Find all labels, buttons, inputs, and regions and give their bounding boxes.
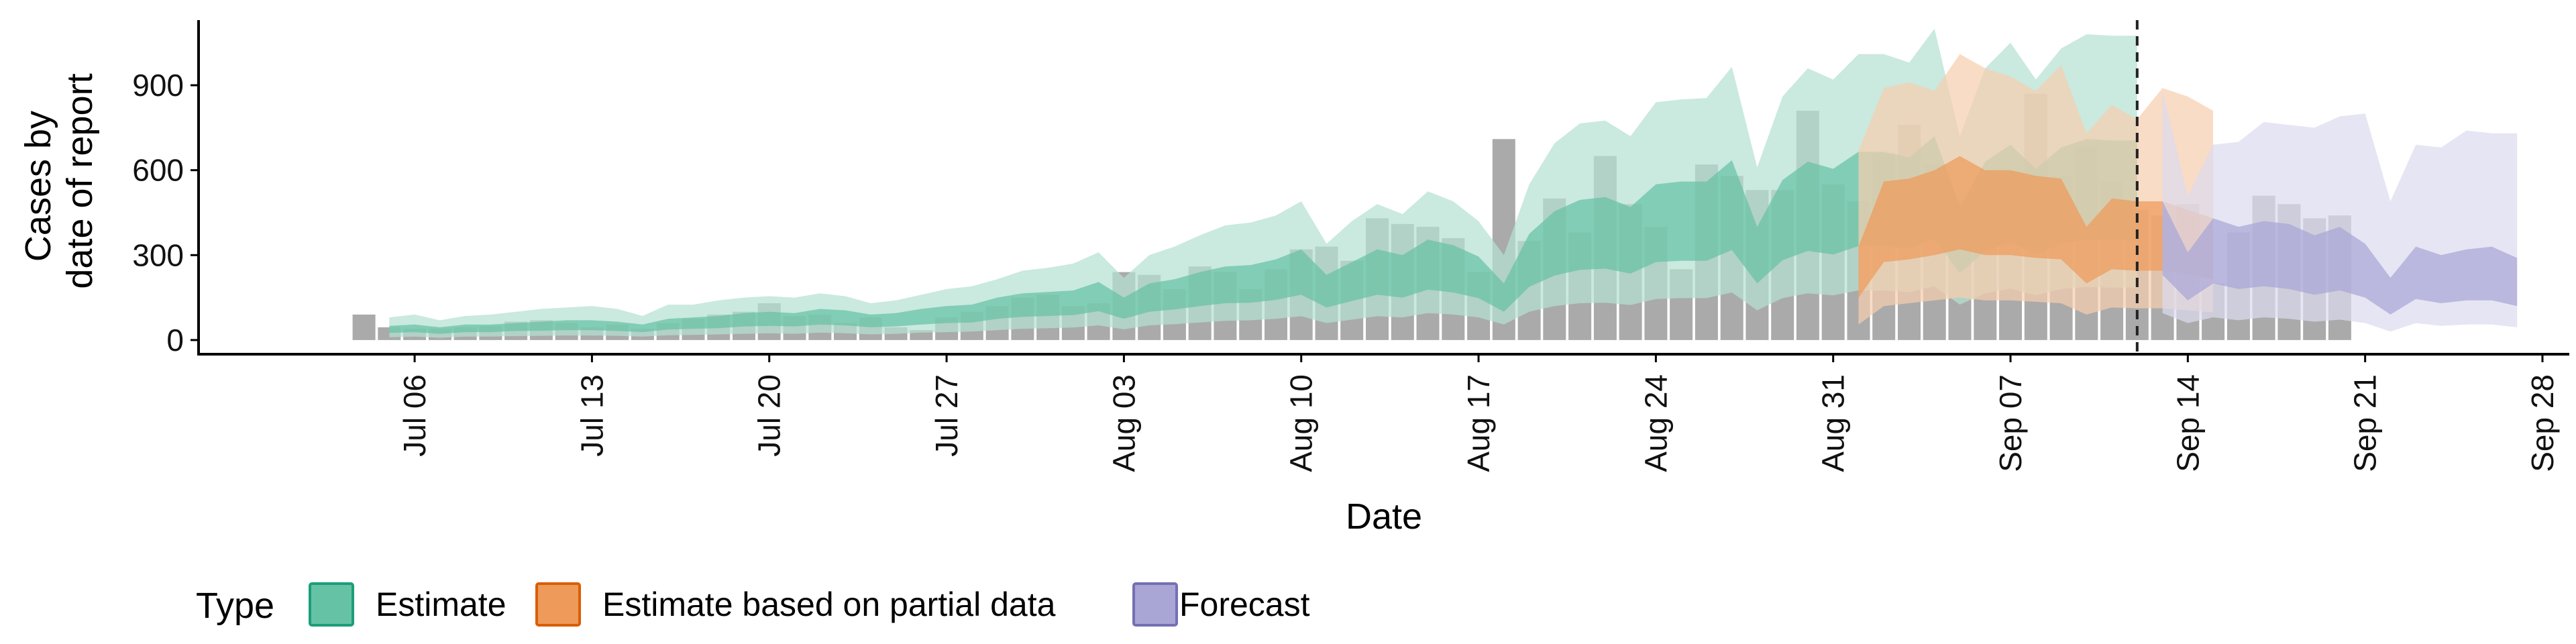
- x-tick-label: Aug 10: [1284, 374, 1319, 472]
- estimate-based-on-partial-data-inner-band: [1858, 156, 2214, 298]
- x-tick-label: Aug 31: [1816, 374, 1851, 472]
- x-tick-label: Jul 13: [574, 374, 609, 457]
- legend-key-forecast: [1134, 584, 1177, 625]
- x-tick-label: Jul 27: [929, 374, 964, 457]
- y-tick-label: 600: [132, 153, 184, 188]
- y-axis-title: Cases by date of report: [18, 73, 100, 288]
- legend-key-estimate-outline: [309, 582, 354, 627]
- y-tick-label: 0: [166, 323, 184, 358]
- y-tick-label: 300: [132, 237, 184, 272]
- y-axis-title-line-2: date of report: [60, 73, 100, 288]
- x-tick-label: Sep 14: [2170, 374, 2205, 472]
- legend-label-forecast: Forecast: [1179, 586, 1310, 623]
- legend-label-estimate: Estimate: [376, 586, 506, 623]
- legend-key-estimate: [310, 584, 353, 625]
- legend-key-forecast-outline: [1132, 582, 1178, 627]
- x-tick-label: Jul 20: [752, 374, 787, 457]
- y-tick-label: 900: [132, 68, 184, 103]
- legend-label-partial: Estimate based on partial data: [602, 586, 1056, 623]
- x-tick-label: Jul 06: [397, 374, 432, 457]
- x-tick-label: Aug 24: [1638, 374, 1673, 472]
- legend-key-partial: [537, 584, 580, 625]
- x-tick-label: Aug 17: [1461, 374, 1496, 472]
- x-tick-label: Aug 03: [1106, 374, 1141, 472]
- estimate-inner-band: [389, 136, 2137, 334]
- y-axis-title-line-1: Cases by: [18, 111, 58, 262]
- ticks: 0 300 600 900 Jul 06 Jul 13 Jul 20 Jul 27 Aug 03…: [132, 68, 2560, 472]
- forecast-inner-band: [2162, 201, 2518, 315]
- x-axis-title: Date: [1346, 496, 1422, 537]
- x-tick-label: Sep 07: [1993, 374, 2028, 472]
- observed-bar: [352, 314, 376, 340]
- x-tick-label: Sep 28: [2525, 374, 2560, 472]
- x-tick-label: Sep 21: [2348, 374, 2383, 472]
- plot-area: [352, 20, 2518, 354]
- legend: Type Estimate Estimate based on partial …: [196, 582, 1310, 627]
- legend-key-partial-outline: [535, 582, 581, 627]
- legend-title: Type: [196, 586, 274, 626]
